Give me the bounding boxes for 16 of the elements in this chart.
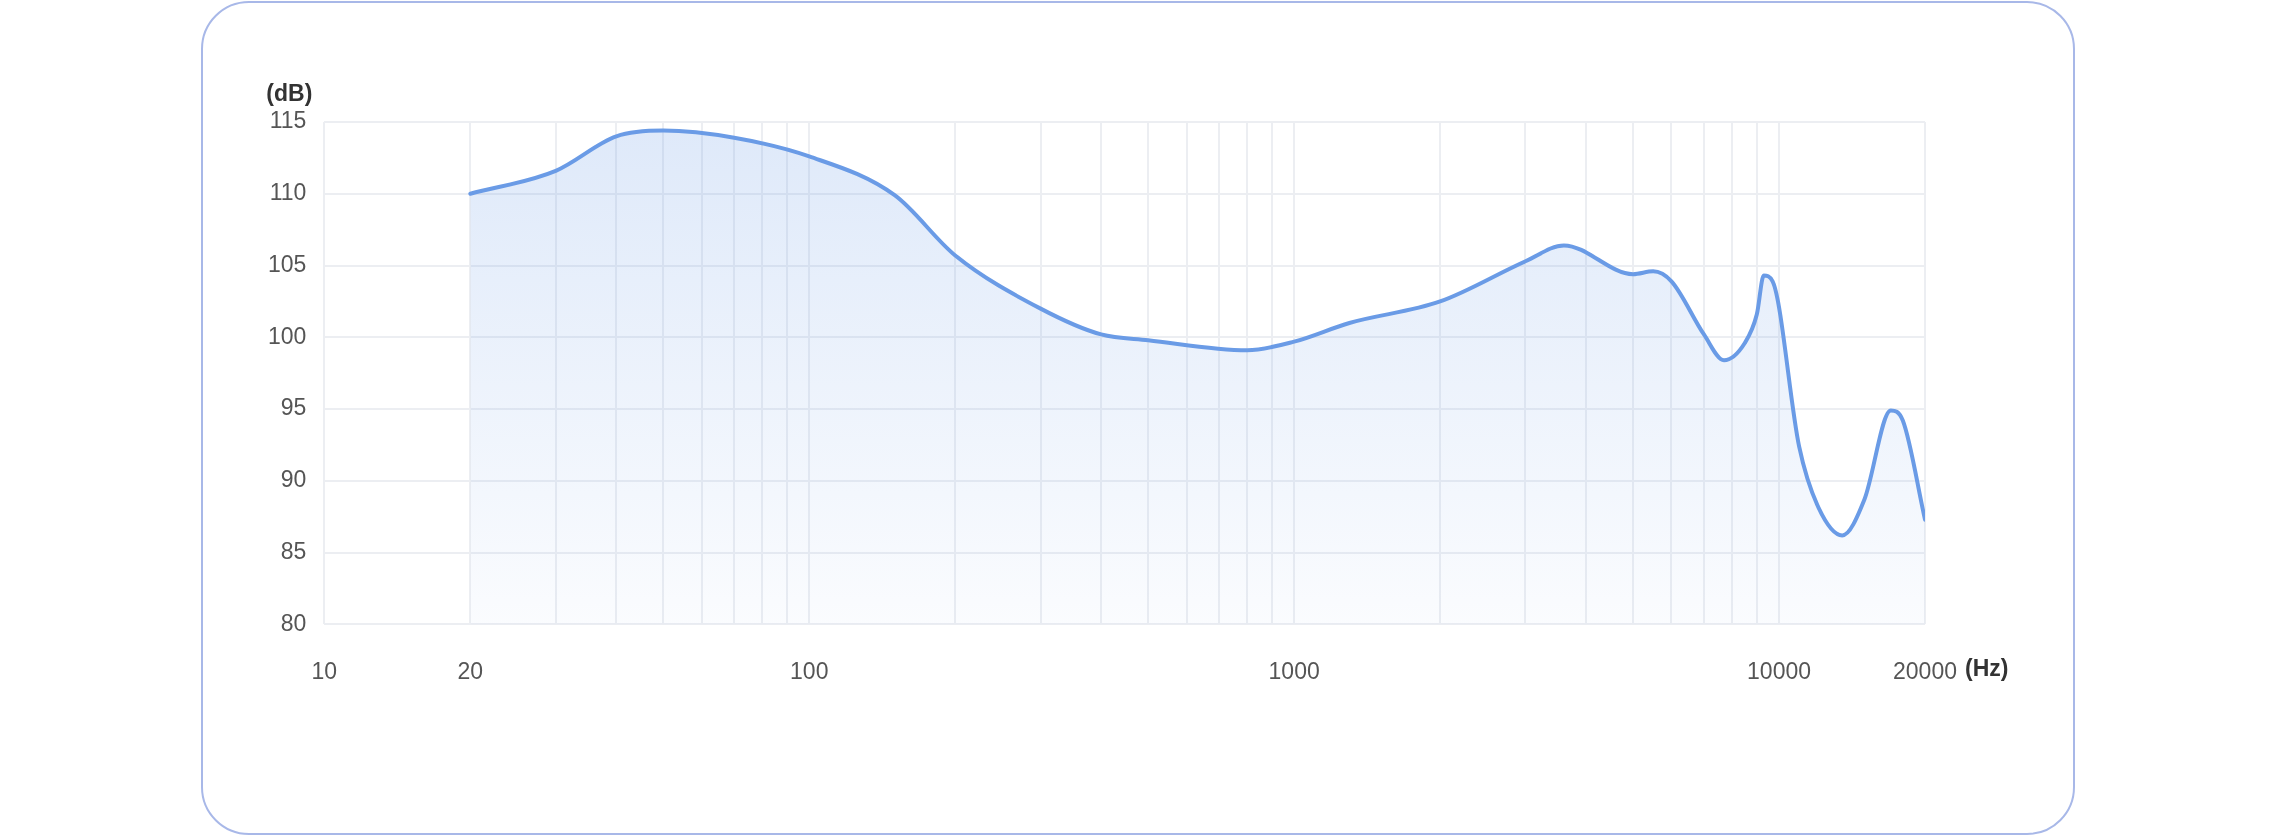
x-tick-label: 20	[457, 657, 484, 684]
y-tick-label: 90	[280, 466, 307, 493]
x-tick-label: 1000	[1268, 657, 1320, 684]
x-tick-label: 10	[311, 657, 338, 684]
y-tick-label: 80	[280, 609, 307, 636]
y-tick-label: 100	[268, 322, 307, 349]
y-axis-title: (dB)	[266, 79, 313, 106]
x-tick-label: 20000	[1893, 657, 1957, 684]
y-tick-label: 115	[269, 107, 307, 134]
x-tick-label: 10000	[1747, 657, 1812, 684]
y-tick-label: 105	[268, 250, 307, 277]
x-axis-title: (Hz)	[1965, 655, 2009, 682]
y-tick-label: 85	[280, 537, 307, 564]
y-tick-label: 95	[280, 394, 307, 421]
x-tick-label: 100	[790, 657, 829, 684]
y-tick-label: 110	[269, 179, 307, 206]
